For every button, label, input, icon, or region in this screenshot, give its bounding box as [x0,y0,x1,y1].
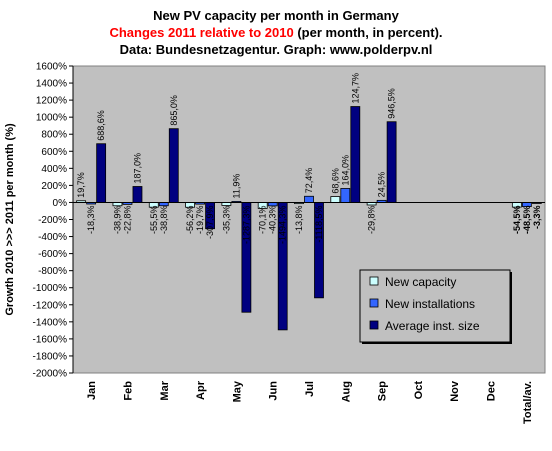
bar-new-installations-jun [267,202,278,207]
bar-average-inst-size-jan [96,143,107,203]
x-tick-label: Dec [486,381,498,401]
data-label: -18,3% [86,205,96,234]
y-tick-label: 600% [41,147,67,158]
x-tick-label: Oct [413,381,425,400]
y-tick-label: -1600% [33,334,68,345]
bar-new-installations-aug [340,188,351,203]
bar-average-inst-size-feb [132,186,143,203]
data-label: 68,6% [330,168,340,194]
data-label: -3,3% [532,205,542,229]
chart-title: New PV capacity per month in Germany [153,8,399,23]
data-label: -38,8% [159,205,169,234]
y-tick-label: 1200% [36,96,67,107]
legend-swatch [369,320,379,330]
y-tick-label: -1200% [33,300,68,311]
x-tick-label: Mar [159,380,171,400]
y-tick-label: -2000% [33,369,68,380]
bar-average-inst-size-mar [168,128,179,203]
legend-entry: New installations [385,297,475,311]
data-label: 24,5% [377,172,387,198]
legend-entry: New capacity [385,275,456,289]
y-tick-label: 1400% [36,79,67,90]
y-axis: -2000% -1800% -1600% -1400% -1200% -1000% -800… [33,62,74,380]
x-tick-label: Jun [268,381,280,401]
data-label: -35,3% [221,205,231,234]
data-label: 688,6% [96,110,106,141]
legend: New capacity New installations Average ins… [359,269,512,344]
bar-new-capacity-aug [330,196,341,203]
y-tick-label: 400% [41,164,67,175]
y-tick-label: -800% [38,266,67,277]
data-label: -40,3% [268,205,278,234]
bar-average-inst-size-aug [350,106,361,203]
data-label: 19,7% [76,172,86,198]
data-label: -70,1% [258,205,268,234]
y-tick-label: 200% [41,181,67,192]
x-tick-label: Feb [122,381,134,401]
y-tick-label: 800% [41,130,67,141]
legend-swatch [369,276,379,286]
data-label: -13,8% [294,205,304,234]
x-tick-label: Nov [449,380,461,402]
data-label: 11,9% [231,174,241,199]
data-label: -1494,3% [278,205,288,244]
data-label: -22,8% [122,205,132,234]
bar-new-installations-jul [304,195,314,203]
bars-layer [76,106,542,331]
y-tick-label: 1000% [36,113,67,124]
data-label: -1118,5% [314,205,324,242]
chart-source: Data: Bundesnetzagentur. Graph: www.pold… [119,42,433,57]
x-tick-label: Total/av. [522,381,534,424]
data-label: 946,5% [387,88,397,119]
data-label: -38,9% [112,205,122,234]
data-label: -1287,3% [241,205,251,244]
x-tick-label: Jan [86,381,98,400]
legend-swatch [369,298,379,308]
y-tick-label: -600% [38,249,67,260]
bar-average-inst-size-sep [386,121,397,203]
data-label: -19,7% [195,205,205,234]
y-tick-label: -1400% [33,317,68,328]
data-label: 164,0% [340,155,350,186]
data-label: -56,2% [185,205,195,234]
legend-entry: Average inst. size [385,319,480,333]
x-tick-label: Aug [340,381,352,402]
data-label: 72,4% [304,168,314,194]
y-tick-label: -1800% [33,351,68,362]
legend-box [359,269,511,343]
x-axis: Jan Feb Mar Apr May Jun Jul Aug Sep Oct Nov Dec Tota… [73,201,545,424]
x-tick-label: Jul [304,381,316,397]
y-tick-label: -1000% [33,283,68,294]
data-labels-layer: 19,7%-18,3% 688,6% -38,9% -22,8% 187,0% -55,5… [76,73,542,244]
chart-subtitle: Changes 2011 relative to 2010 (per month… [0,25,552,40]
y-tick-label: -200% [38,215,67,226]
x-tick-label: Apr [195,380,207,400]
data-label: -307,9% [205,205,215,239]
data-label: -55,5% [149,205,159,234]
y-tick-label: 0% [53,198,68,209]
chart-subtitle-highlight: Changes 2011 relative to 2010 [109,25,294,40]
data-label: -54,5% [512,205,522,234]
data-label: 865,0% [169,95,179,126]
data-label: -48,5% [522,205,532,234]
y-tick-label: -400% [38,232,67,243]
data-label: 124,7% [350,73,360,104]
data-label: -29,8% [367,205,377,234]
y-axis-label: Growth 2010 >>> 2011 per month (%) [4,123,16,316]
chart-subtitle-rest: (per month, in percent). [293,25,443,40]
y-tick-label: 1600% [36,62,67,73]
x-tick-label: May [231,380,243,402]
data-label: 187,0% [132,153,142,184]
x-tick-label: Sep [377,381,389,401]
